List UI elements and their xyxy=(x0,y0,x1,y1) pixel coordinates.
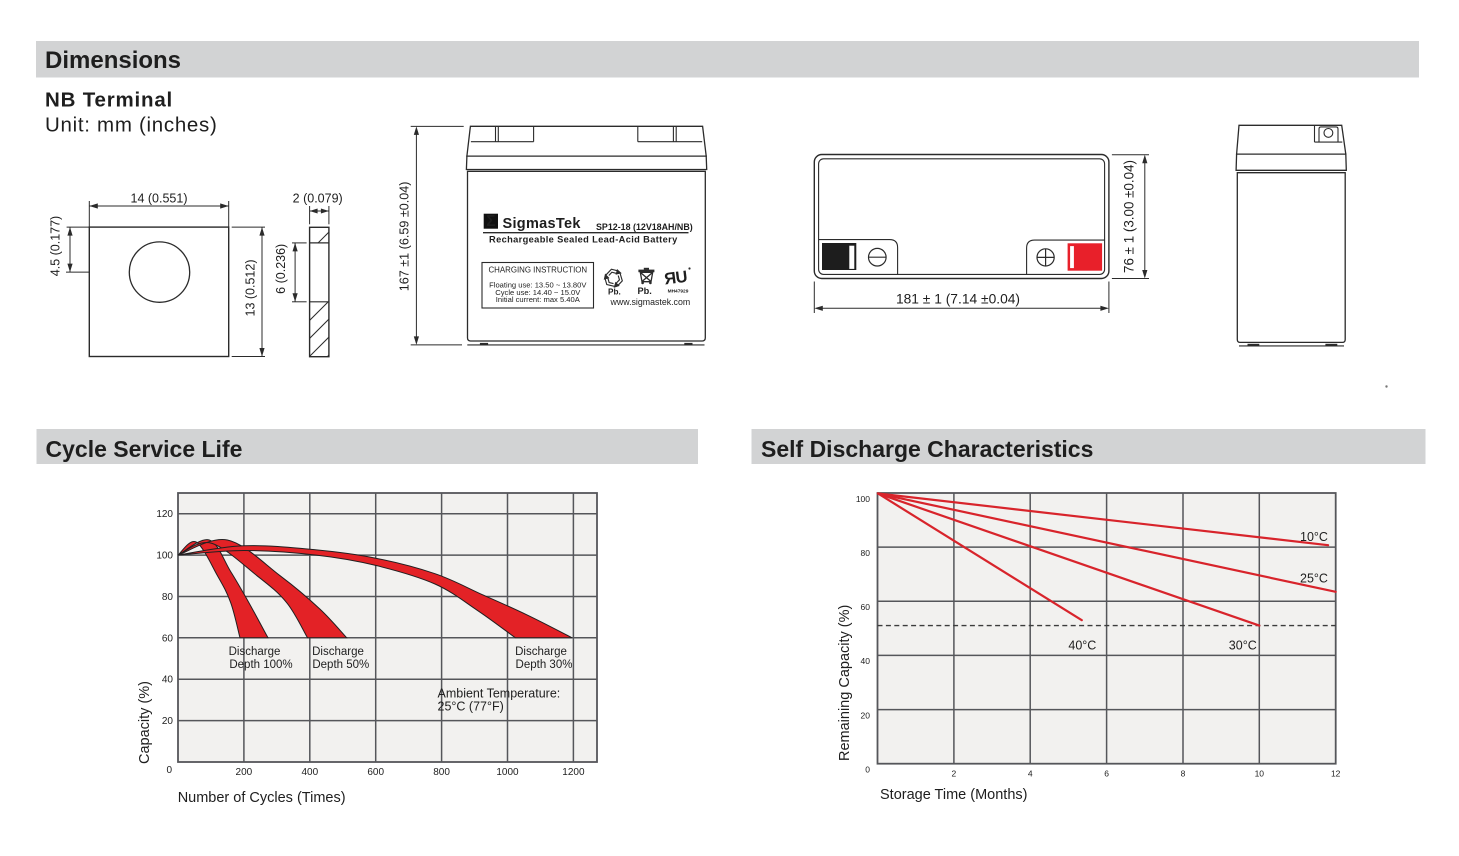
svg-text:40: 40 xyxy=(861,656,871,666)
svg-text:76 ± 1 (3.00 ±0.04): 76 ± 1 (3.00 ±0.04) xyxy=(1122,160,1137,273)
svg-text:Pb.: Pb. xyxy=(608,288,621,297)
svg-text:600: 600 xyxy=(367,767,384,778)
svg-text:0: 0 xyxy=(166,765,172,776)
svg-text:Unit: mm (inches): Unit: mm (inches) xyxy=(45,114,218,137)
svg-text:1200: 1200 xyxy=(562,767,585,778)
svg-text:SigmasTek: SigmasTek xyxy=(503,216,582,232)
svg-text:Dimensions: Dimensions xyxy=(45,47,181,74)
svg-text:1000: 1000 xyxy=(496,767,519,778)
svg-text:10: 10 xyxy=(1255,768,1265,778)
svg-text:100: 100 xyxy=(156,551,173,562)
svg-text:Number of Cycles (Times): Number of Cycles (Times) xyxy=(178,790,346,806)
svg-text:Cycle Service Life: Cycle Service Life xyxy=(46,436,243,462)
svg-text:Depth 50%: Depth 50% xyxy=(312,659,369,671)
svg-text:12: 12 xyxy=(1331,768,1341,778)
svg-text:Depth 100%: Depth 100% xyxy=(229,659,292,671)
svg-text:100: 100 xyxy=(856,494,870,504)
svg-text:2: 2 xyxy=(952,768,957,778)
svg-text:6: 6 xyxy=(1104,768,1109,778)
svg-text:181 ± 1 (7.14 ±0.04): 181 ± 1 (7.14 ±0.04) xyxy=(896,291,1020,306)
svg-text:Σ: Σ xyxy=(486,213,495,230)
svg-text:Discharge: Discharge xyxy=(229,646,281,658)
svg-text:Depth 30%: Depth 30% xyxy=(516,659,573,671)
svg-text:Initial current: max 5.40A: Initial current: max 5.40A xyxy=(496,295,581,304)
svg-text:60: 60 xyxy=(162,633,174,644)
svg-text:NB Terminal: NB Terminal xyxy=(45,89,173,112)
svg-text:13 (0.512): 13 (0.512) xyxy=(244,260,258,317)
svg-text:Pb.: Pb. xyxy=(638,286,652,296)
svg-text:Cycle use: 14.40 ~ 15.0V: Cycle use: 14.40 ~ 15.0V xyxy=(495,288,581,297)
svg-text:Remaining Capacity (%): Remaining Capacity (%) xyxy=(837,605,853,761)
svg-text:167 ±1 (6.59 ±0.04): 167 ±1 (6.59 ±0.04) xyxy=(398,182,412,292)
svg-text:www.sigmastek.com: www.sigmastek.com xyxy=(610,297,691,307)
svg-text:30°C: 30°C xyxy=(1229,639,1257,653)
svg-text:2 (0.079): 2 (0.079) xyxy=(293,192,343,206)
svg-text:800: 800 xyxy=(433,767,450,778)
svg-text:80: 80 xyxy=(162,592,174,603)
svg-text:Discharge: Discharge xyxy=(312,646,364,658)
svg-text:40°C: 40°C xyxy=(1068,639,1096,653)
svg-text:10°C: 10°C xyxy=(1300,530,1328,544)
svg-text:CHARGING INSTRUCTION: CHARGING INSTRUCTION xyxy=(488,265,587,274)
svg-text:MH47929: MH47929 xyxy=(668,289,689,295)
svg-text:200: 200 xyxy=(236,767,253,778)
svg-text:Floating use: 13.50 ~ 13.80V: Floating use: 13.50 ~ 13.80V xyxy=(489,280,587,289)
svg-text:14 (0.551): 14 (0.551) xyxy=(131,192,188,206)
svg-text:4: 4 xyxy=(1028,768,1033,778)
svg-text:20: 20 xyxy=(162,716,174,727)
svg-text:Discharge: Discharge xyxy=(515,646,567,658)
svg-text:6 (0.236): 6 (0.236) xyxy=(274,244,288,294)
svg-text:120: 120 xyxy=(156,509,173,520)
svg-text:400: 400 xyxy=(301,767,318,778)
svg-text:Storage Time (Months): Storage Time (Months) xyxy=(880,787,1027,803)
svg-text:60: 60 xyxy=(861,602,871,612)
svg-text:SP12-18 (12V18AH/NB): SP12-18 (12V18AH/NB) xyxy=(596,222,693,232)
svg-text:40: 40 xyxy=(162,675,174,686)
svg-text:ЯU: ЯU xyxy=(663,268,688,289)
svg-text:Capacity (%): Capacity (%) xyxy=(137,681,153,764)
svg-text:4.5 (0.177): 4.5 (0.177) xyxy=(49,216,63,276)
svg-text:8: 8 xyxy=(1181,768,1186,778)
svg-text:20: 20 xyxy=(861,710,871,720)
svg-text:0: 0 xyxy=(865,764,870,774)
svg-text:25°C: 25°C xyxy=(1300,572,1328,586)
svg-text:Self Discharge Characteristics: Self Discharge Characteristics xyxy=(761,436,1093,462)
svg-text:80: 80 xyxy=(861,548,871,558)
svg-text:Ambient Temperature:: Ambient Temperature: xyxy=(438,687,561,701)
svg-text:Rechargeable Sealed Lead-Acid: Rechargeable Sealed Lead-Acid Battery xyxy=(489,234,678,244)
svg-text:25°C (77°F): 25°C (77°F) xyxy=(438,700,504,714)
